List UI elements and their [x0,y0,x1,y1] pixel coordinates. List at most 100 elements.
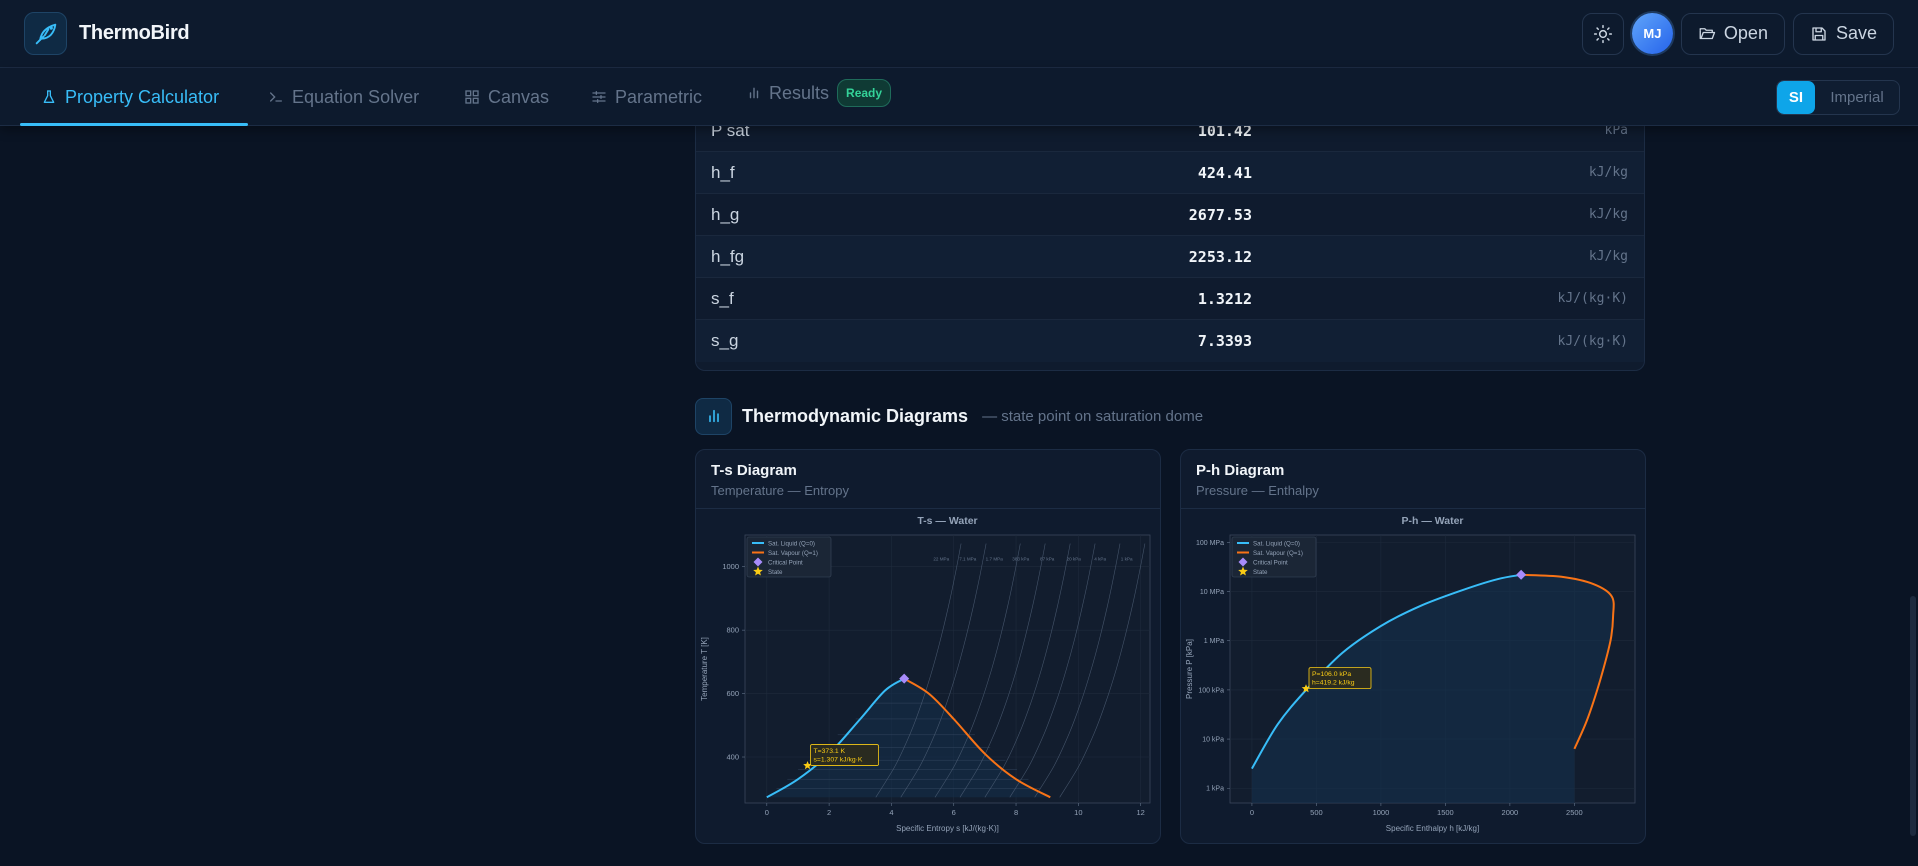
tab-canvas[interactable]: Canvas [464,68,549,126]
chart-title: T-s — Water [917,515,977,527]
state-point-marker [1301,684,1311,693]
tab-label: Canvas [488,86,550,107]
app-header: ThermoBird MJ Open Save [0,0,1918,68]
y-axis-label: Pressure P [kPa] [1185,639,1194,699]
property-value: 1.3212 [1197,289,1252,308]
y-tick-label: 400 [726,753,739,762]
property-unit: kJ/kg [1588,207,1628,222]
series-line-saturated-vapour [903,677,1051,799]
legend-label: Critical Point [1253,559,1288,566]
property-unit: kJ/(kg·K) [1557,333,1628,349]
table-row: h_f 424.41 kJ/kg [696,152,1644,194]
user-avatar[interactable]: MJ [1631,13,1673,54]
legend-swatch [753,557,763,567]
legend-swatch [753,566,763,576]
unit-system-toggle[interactable]: SI Imperial [1776,80,1900,115]
terminal-icon [270,92,282,102]
isobar-label: 7.1 MPa [959,557,977,562]
si-unit-option[interactable]: SI [1777,81,1815,114]
x-tick-label: 1500 [1437,808,1454,817]
legend-label: Sat. Vapour (Q=1) [1253,550,1303,557]
save-button[interactable]: Save [1792,12,1894,55]
save-button-label: Save [1835,23,1877,43]
y-tick-label: 1000 [722,562,739,571]
page-scrollbar[interactable] [1910,596,1916,836]
x-tick-label: 8 [1014,808,1018,817]
legend-label: Sat. Liquid (Q=0) [1253,540,1300,547]
legend-box [746,536,832,578]
state-point-marker [803,761,812,770]
y-tick-label: 10 kPa [1202,737,1224,744]
ph-chart[interactable]: P-h — Water Specific Enthalpy h [kJ/kg] Pr… [1181,509,1645,843]
state-annotation-box [1308,667,1372,690]
isobar-label: 4 kPa [1094,557,1106,562]
property-name: h_f [711,162,735,182]
x-tick-label: 2000 [1502,808,1519,817]
flask-icon [43,90,55,103]
isobar-line [875,543,962,798]
y-tick-label: 100 MPa [1196,540,1224,547]
tab-results[interactable]: Results Ready [747,64,892,122]
legend-label: State [1253,569,1268,576]
imperial-unit-option[interactable]: Imperial [1830,89,1884,106]
isobar-label: 1 kPa [1121,557,1133,562]
property-unit: kJ/(kg·K) [1557,291,1628,306]
property-value: 101.42 [1197,121,1252,140]
tab-label: Results [769,82,830,103]
isobar-label: 383 kPa [1012,557,1029,562]
theme-toggle-button[interactable] [1581,12,1624,55]
series-line-saturated-vapour [1521,573,1615,750]
open-button-label: Open [1723,23,1768,43]
isobar-label: 87 kPa [1040,557,1055,562]
property-name: s_f [711,288,734,308]
table-row: h_fg 2253.12 kJ/kg [696,236,1644,278]
bird-logo-icon[interactable] [24,12,67,55]
x-tick-label: 0 [765,808,769,817]
property-unit: kPa [1604,123,1628,138]
x-tick-label: 10 [1074,808,1082,817]
state-annotation-text: P=106.0 kPa [1312,671,1351,678]
property-name: h_g [711,204,740,224]
legend-label: Sat. Liquid (Q=0) [768,540,815,547]
tab-property-calculator[interactable]: Property Calculator [41,68,219,126]
isobar-line [1059,543,1146,798]
state-annotation-text: s=1.307 kJ/kg·K [814,757,863,764]
sliders-icon [592,91,606,103]
chart-title: P-h — Water [1401,515,1463,527]
ts-chart[interactable]: T-s — Water Specific Entropy s [kJ/(kg·K)… [696,509,1160,843]
tab-equation-solver[interactable]: Equation Solver [268,68,419,126]
tab-label: Parametric [615,86,703,107]
section-subtitle: — state point on saturation dome [982,407,1204,425]
card-subtitle: Temperature — Entropy [711,483,850,498]
y-tick-label: 800 [726,626,739,635]
state-annotation-text: h=419.2 kJ/kg [1312,680,1355,687]
state-annotation-text: T=373.1 K [814,748,846,755]
isobar-label: 20 kPa [1067,557,1082,562]
property-unit: kJ/kg [1588,165,1628,180]
property-value: 424.41 [1197,163,1252,182]
tab-label: Property Calculator [65,86,220,107]
table-row: h_g 2677.53 kJ/kg [696,194,1644,236]
legend-swatch [1238,566,1248,576]
tab-parametric[interactable]: Parametric [591,68,702,126]
sun-icon [1593,24,1613,43]
active-tab-indicator [20,123,248,126]
ts-diagram-card: T-s Diagram Temperature — Entropy T-s — … [695,449,1161,844]
isobar-line [900,543,987,798]
isobar-line [1009,543,1096,798]
open-button[interactable]: Open [1680,12,1785,55]
y-tick-label: 600 [726,689,739,698]
property-name: s_g [711,331,739,350]
series-line-saturated-liquid [1251,573,1522,770]
app-name: ThermoBird [79,22,190,44]
x-tick-label: 4 [889,808,893,817]
two-phase-region [1251,574,1614,803]
diagrams-section-heading: Thermodynamic Diagrams — state point on … [695,397,1203,435]
isobar-line [959,543,1046,798]
card-subtitle: Pressure — Enthalpy [1196,483,1319,498]
property-value: 7.3393 [1197,332,1252,350]
critical-point-marker [1516,569,1527,580]
y-tick-label: 1 MPa [1204,638,1224,645]
x-tick-label: 0 [1250,808,1254,817]
isobar-line [1034,543,1121,798]
